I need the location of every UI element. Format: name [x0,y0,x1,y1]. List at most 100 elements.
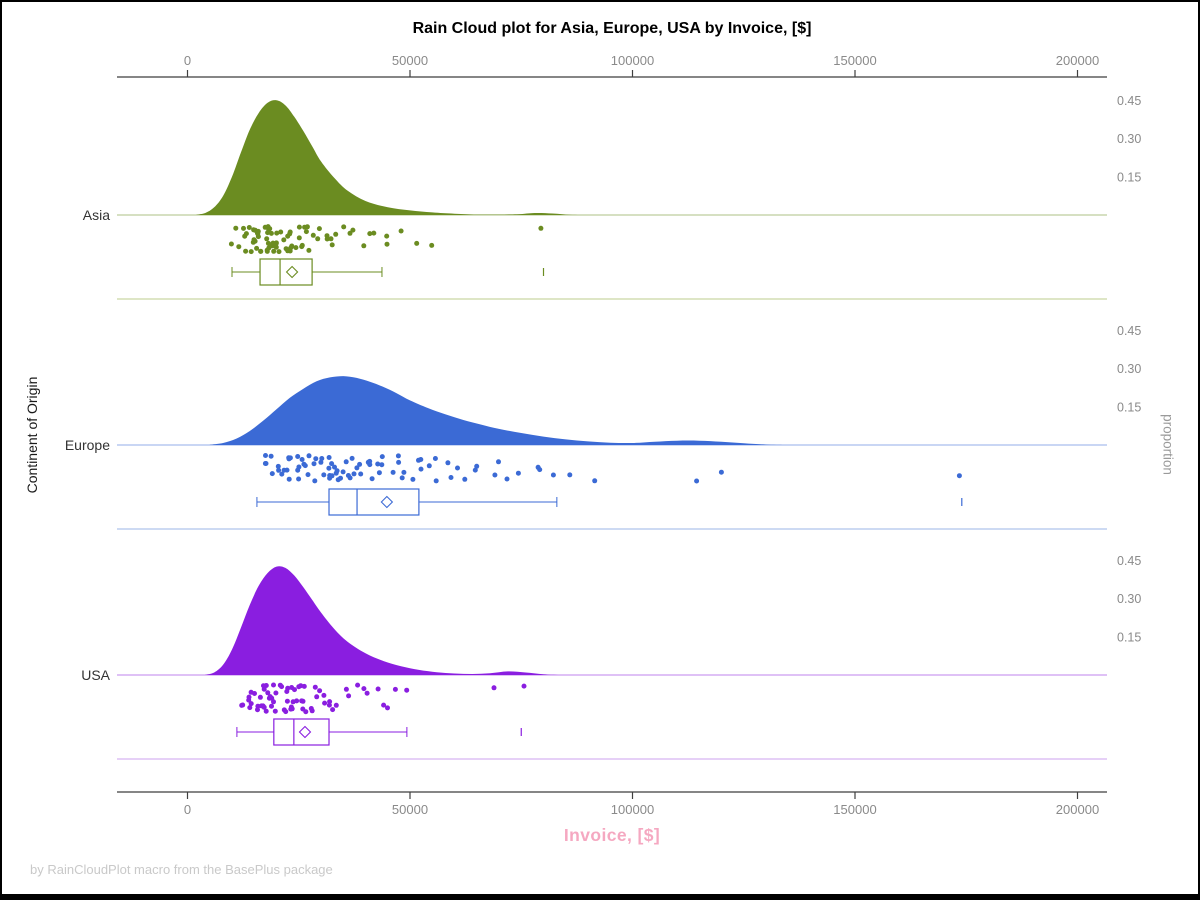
rain-point-europe [306,453,312,459]
rain-point-europe [268,453,274,459]
rain-point-europe [432,456,438,461]
rain-point-europe [515,470,521,476]
rain-point-europe [345,473,351,478]
rain-point-europe [492,472,498,478]
rain-point-usa [312,684,318,690]
rain-point-usa [521,683,527,689]
rain-point-europe [426,463,432,469]
proportion-tick-label-europe: 0.45 [1117,324,1141,338]
rain-point-usa [283,709,289,715]
rain-point-usa [381,702,387,708]
box-mean-diamond-asia [285,265,299,279]
box-mean-diamond-europe [380,495,394,509]
rain-point-asia [296,235,302,241]
rain-point-europe [718,469,724,475]
rain-point-usa [299,698,305,704]
rain-point-usa [343,686,349,692]
rain-point-europe [455,465,460,471]
rain-point-asia [384,241,390,247]
rain-point-europe [334,468,340,474]
top-axis-tick-label: 0 [184,53,191,68]
rain-point-usa [248,701,254,707]
rain-point-asia [267,226,273,232]
rain-point-europe [396,459,402,465]
rain-point-europe [358,471,364,477]
rain-point-asia [286,247,291,253]
rain-point-usa [247,705,253,711]
rain-point-asia [241,225,246,231]
rain-point-usa [285,685,291,691]
rain-point-usa [277,682,283,688]
rain-point-usa [294,698,300,704]
rain-point-asia [367,231,373,237]
category-label-europe: Europe [65,437,110,453]
bottom-axis-tick-label: 100000 [611,802,654,817]
rain-point-usa [317,688,323,694]
category-label-usa: USA [81,667,110,683]
rain-point-asia [287,229,293,235]
rain-point-asia [306,247,312,253]
rain-point-europe [445,460,451,466]
rain-point-europe [311,461,317,467]
bottom-axis-tick-label: 50000 [392,802,428,817]
rain-point-europe [418,466,424,472]
rain-point-asia [268,230,274,236]
rain-point-usa [385,705,390,711]
rain-point-asia [538,225,544,231]
rain-point-europe [550,472,556,478]
rain-point-usa [284,698,290,704]
rain-point-usa [261,686,267,692]
rain-point-usa [257,694,263,700]
proportion-tick-label-asia: 0.30 [1117,132,1141,146]
rain-point-asia [264,236,270,242]
rain-point-usa [330,707,336,713]
box-iqr-usa [273,718,330,746]
rain-point-asia [271,248,277,254]
rain-point-asia [242,233,248,239]
rain-point-asia [254,245,260,251]
rain-point-usa [261,704,267,710]
proportion-tick-label-asia: 0.45 [1117,94,1141,108]
rain-point-usa [301,683,307,689]
top-axis-tick-label: 200000 [1056,53,1099,68]
rain-point-asia [304,224,310,230]
rain-point-europe [279,471,285,477]
rain-point-asia [265,230,271,236]
rain-point-europe [390,469,396,475]
rain-point-asia [246,225,252,230]
rain-point-asia [276,249,282,255]
rain-point-usa [289,685,295,690]
rain-point-europe [286,455,292,461]
rain-point-asia [299,242,305,248]
rain-point-asia [361,243,367,249]
rain-point-europe [592,478,598,484]
rain-point-europe [326,465,332,471]
rain-point-usa [491,685,497,691]
rain-point-asia [273,241,279,247]
rain-point-europe [295,467,301,473]
rain-point-usa [375,686,381,692]
top-axis-tick-label: 50000 [392,53,428,68]
rain-point-europe [433,478,439,484]
rain-point-asia [236,244,242,250]
x-axis-label: Invoice, [$] [563,825,661,845]
rain-point-europe [281,467,287,473]
rain-point-europe [327,473,333,478]
rain-point-asia [414,240,420,246]
rain-point-asia [429,242,435,248]
rain-point-europe [472,467,478,473]
footnote: by RainCloudPlot macro from the BasePlus… [30,862,333,877]
rain-point-usa [309,708,315,714]
rain-point-usa [333,702,339,708]
rain-point-europe [340,469,346,475]
rain-point-usa [265,690,271,696]
rain-point-europe [401,469,407,475]
rain-point-europe [276,467,282,473]
rain-point-europe [351,471,357,477]
rain-point-europe [357,461,363,467]
rain-point-asia [350,227,356,233]
rain-point-asia [243,248,249,254]
rain-point-usa [314,694,320,700]
rain-point-europe [410,476,416,482]
